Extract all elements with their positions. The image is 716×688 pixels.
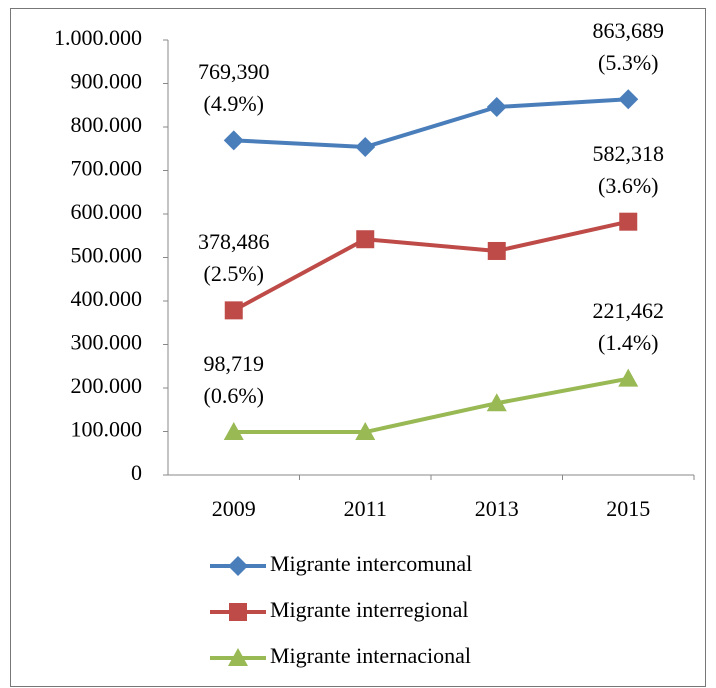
marker <box>355 137 376 158</box>
y-tick-label: 100.000 <box>71 417 143 442</box>
x-tick-label: 2009 <box>212 496 256 521</box>
marker <box>486 96 507 117</box>
marker <box>619 212 638 231</box>
marker <box>228 648 248 666</box>
series-line <box>233 97 629 150</box>
legend-label: Migrante intercomunal <box>270 551 472 576</box>
y-tick-label: 1.000.000 <box>54 25 142 50</box>
y-tick-label: 800.000 <box>71 112 143 137</box>
data-label: 863,689 (5.3%) <box>592 18 665 76</box>
y-tick-label: 300.000 <box>71 330 143 355</box>
data-label: 769,390 (4.9%) <box>198 59 270 117</box>
chart-border <box>10 8 706 687</box>
x-tick-label: 2015 <box>606 496 650 521</box>
marker <box>618 368 639 387</box>
data-label: 378,486 (2.5%) <box>198 229 270 287</box>
x-tick-label: 2013 <box>475 496 519 521</box>
marker <box>224 301 243 320</box>
data-label: 98,719 (0.6%) <box>203 351 265 409</box>
marker <box>618 89 639 110</box>
marker <box>355 422 376 441</box>
data-label: 582,318 (3.6%) <box>592 140 665 198</box>
y-tick-label: 700.000 <box>71 156 143 181</box>
y-tick-label: 900.000 <box>71 69 143 94</box>
series-line <box>233 376 629 435</box>
y-tick-label: 400.000 <box>71 286 143 311</box>
marker <box>356 230 375 249</box>
marker <box>228 556 248 576</box>
data-label: 221,462 (1.4%) <box>592 297 665 355</box>
marker <box>487 241 506 260</box>
y-tick-label: 0 <box>131 460 142 485</box>
marker <box>229 603 247 621</box>
marker <box>486 393 507 412</box>
x-tick-label: 2011 <box>344 496 387 521</box>
marker <box>223 422 244 441</box>
marker <box>223 130 244 151</box>
legend-label: Migrante internacional <box>270 643 471 668</box>
y-tick-label: 200.000 <box>71 373 143 398</box>
legend-label: Migrante interregional <box>270 597 469 622</box>
y-tick-label: 600.000 <box>71 199 143 224</box>
y-tick-label: 500.000 <box>71 243 143 268</box>
series-line <box>232 219 629 313</box>
